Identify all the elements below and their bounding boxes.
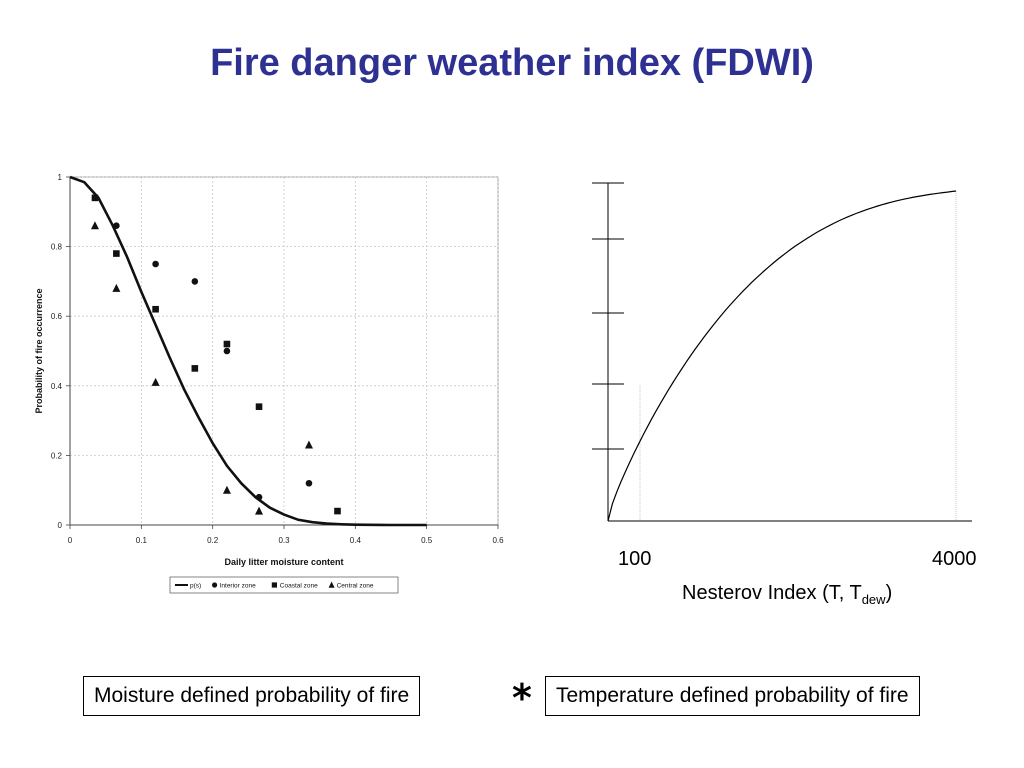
central-zone-point: [304, 440, 313, 449]
x-tick-label: 0.2: [207, 536, 219, 545]
y-tick-label: 1: [58, 173, 63, 182]
x-tick-label: 0.3: [278, 536, 290, 545]
interior-zone-point: [255, 493, 263, 501]
moisture-probability-chart: 0 0.1 0.2 0.3 0.4 0.5 0.6 0 0.2 0.4 0.6 0.8 1 Daily…: [34, 173, 504, 594]
data-markers: [90, 194, 341, 515]
y-axis-label: Probability of fire occurrence: [34, 288, 44, 413]
central-zone-point: [222, 485, 231, 494]
page-title: Fire danger weather index (FDWI): [210, 42, 814, 84]
x-axis-label: Daily litter moisture content: [224, 557, 343, 567]
central-zone-point: [255, 506, 264, 515]
x-tick-label: 0.1: [136, 536, 148, 545]
coastal-zone-point: [223, 340, 231, 348]
x-tick-label-100: 100: [618, 548, 652, 570]
legend-triangle-symbol: [328, 581, 335, 588]
x-axis-label-subscript: dew: [861, 592, 886, 607]
central-zone-point: [151, 377, 160, 386]
x-tick-label: 0.6: [492, 536, 504, 545]
coastal-zone-point: [91, 194, 99, 202]
legend-circle-symbol: [212, 582, 218, 588]
y-tick-labels: 0 0.2 0.4 0.6 0.8 1: [51, 173, 63, 530]
interior-zone-point: [305, 479, 313, 487]
x-axis-label: Nesterov Index (T, Tdew): [682, 582, 892, 607]
interior-zone-point: [113, 222, 120, 230]
legend-label: p(s): [190, 583, 201, 590]
x-axis-label-main: Nesterov Index (T, T: [682, 582, 862, 604]
nesterov-chart: [592, 182, 972, 522]
y-tick-label: 0: [58, 521, 63, 530]
p-s-curve: [69, 175, 427, 527]
y-tick-label: 0.4: [51, 382, 63, 391]
coastal-zone-point: [152, 305, 159, 313]
legend-square-symbol: [271, 582, 277, 588]
interior-zone-point: [191, 278, 199, 285]
interior-zone-point: [223, 347, 231, 355]
interior-zone-point: [152, 260, 159, 268]
y-tick-label: 0.6: [51, 312, 63, 321]
legend-box: [169, 576, 399, 594]
legend: p(s) Interior zone Coastal zone Central zon…: [169, 576, 399, 594]
coastal-zone-point: [334, 507, 341, 515]
x-tick-label: 0: [68, 536, 73, 545]
coastal-zone-point: [191, 365, 199, 372]
y-tick-label: 0.2: [51, 451, 63, 460]
x-tick-label: 0.4: [350, 536, 362, 545]
nesterov-curve: [607, 190, 957, 522]
legend-label: Central zone: [337, 583, 374, 590]
x-tick-label-4000: 4000: [932, 548, 977, 570]
moisture-probability-box: Moisture defined probability of fire: [83, 676, 421, 716]
central-zone-point: [90, 221, 99, 230]
coastal-zone-point: [255, 403, 263, 410]
x-tick-label: 0.5: [421, 536, 433, 545]
temperature-probability-box: Temperature defined probability of fire: [545, 676, 920, 716]
x-tick-labels: 0 0.1 0.2 0.3 0.4 0.5 0.6: [68, 536, 504, 545]
y-ticks: [592, 182, 624, 450]
x-axis-label-end: ): [885, 582, 893, 604]
legend-label: Coastal zone: [280, 583, 318, 590]
legend-label: Interior zone: [220, 583, 257, 590]
multiply-operator: *: [512, 676, 532, 720]
central-zone-point: [112, 283, 121, 292]
coastal-zone-point: [113, 250, 120, 257]
y-tick-label: 0.8: [51, 243, 63, 252]
